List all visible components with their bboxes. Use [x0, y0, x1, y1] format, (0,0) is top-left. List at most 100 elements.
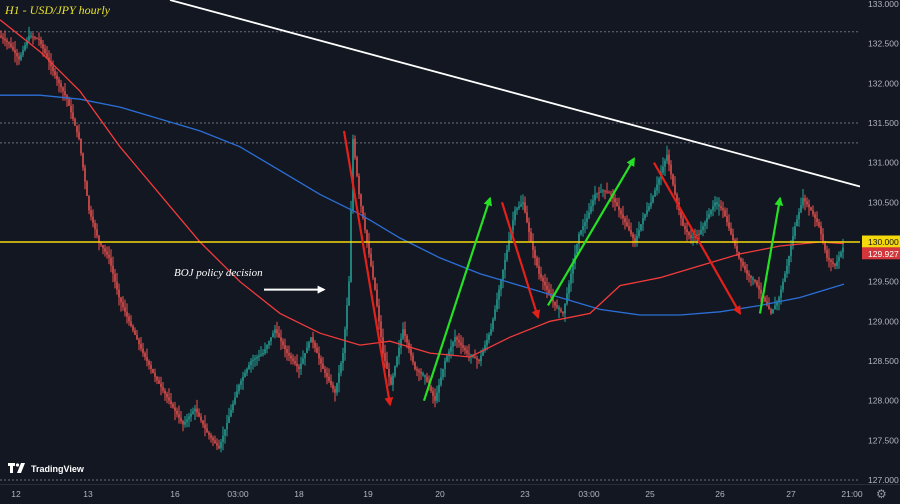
candle-body: [230, 410, 232, 417]
candle-body: [260, 354, 262, 356]
candle-body: [596, 193, 598, 195]
candle-body: [808, 204, 810, 208]
candle-body: [656, 184, 658, 191]
candle-body: [226, 422, 228, 430]
candle-body: [698, 234, 700, 236]
candle-body: [16, 53, 18, 57]
candle-body: [348, 281, 350, 306]
candle-body: [408, 342, 410, 350]
candle-body: [634, 238, 636, 242]
candle-body: [836, 261, 838, 266]
candle-body: [510, 230, 512, 241]
candle-body: [254, 358, 256, 360]
candle-body: [138, 339, 140, 345]
tradingview-logo-text: TradingView: [31, 463, 84, 474]
candle-body: [442, 368, 444, 377]
candle-body: [450, 346, 452, 352]
candle-body: [508, 240, 510, 250]
candle-body: [608, 192, 610, 194]
time-tick-label: 16: [170, 489, 180, 499]
move-up-arrow: [547, 157, 635, 307]
candle-body: [288, 353, 290, 356]
time-tick-label: 27: [786, 489, 796, 499]
candle-body: [134, 330, 136, 335]
candle-body: [414, 362, 416, 369]
candle-body: [816, 218, 818, 223]
candle-body: [824, 242, 826, 250]
candle-body: [742, 261, 744, 266]
candle-body: [280, 337, 282, 342]
candle-body: [352, 138, 354, 211]
candle-body: [212, 437, 214, 441]
candle-body: [32, 36, 34, 38]
candle-body: [494, 309, 496, 320]
candle-body: [268, 341, 270, 346]
candle-body: [132, 325, 134, 331]
candle-body: [688, 232, 690, 236]
time-tick-label: 25: [645, 489, 655, 499]
candle-body: [152, 368, 154, 373]
candle-body: [310, 337, 312, 343]
candle-body: [528, 222, 530, 233]
price-tick-label: 127.000: [868, 475, 899, 485]
candle-body: [774, 305, 776, 310]
candle-body: [738, 251, 740, 258]
candle-body: [586, 218, 588, 223]
gear-icon[interactable]: ⚙: [876, 487, 887, 501]
candle-body: [658, 178, 660, 185]
candle-body: [388, 368, 390, 377]
candle-body: [44, 48, 46, 54]
candle-body: [838, 256, 840, 262]
candle-body: [330, 380, 332, 385]
candle-body: [728, 222, 730, 229]
candle-body: [96, 229, 98, 236]
candle-body: [224, 429, 226, 436]
candle-body: [192, 411, 194, 414]
candle-body: [174, 407, 176, 411]
candle-body: [490, 329, 492, 335]
candle-body: [750, 275, 752, 278]
candle-body: [120, 297, 122, 303]
candle-body: [624, 218, 626, 223]
candle-body: [322, 363, 324, 369]
candle-body: [462, 345, 464, 348]
candle-body: [714, 202, 716, 207]
candle-body: [554, 301, 556, 306]
candle-body: [46, 53, 48, 58]
candle-body: [22, 49, 24, 55]
candle-body: [98, 235, 100, 242]
candle-body: [644, 214, 646, 219]
candle-body: [720, 206, 722, 209]
candle-body: [262, 353, 264, 355]
move-down-arrow: [500, 201, 541, 320]
candle-body: [818, 222, 820, 227]
tradingview-logo-icon: [8, 463, 25, 473]
candle-body: [744, 265, 746, 270]
candle-body: [0, 35, 2, 38]
candle-body: [104, 248, 106, 252]
candle-body: [576, 243, 578, 254]
time-tick-label: 21:00: [841, 489, 863, 499]
candle-body: [798, 212, 800, 220]
candle-body: [758, 285, 760, 290]
candle-body: [342, 353, 344, 363]
candle-body: [312, 337, 314, 343]
candle-body: [432, 391, 434, 396]
candle-body: [94, 222, 96, 230]
candle-body: [748, 273, 750, 276]
candle-body: [706, 218, 708, 223]
slow-moving-average-line: [0, 94, 845, 316]
candle-body: [794, 226, 796, 237]
candle-body: [804, 198, 806, 202]
candle-body: [632, 234, 634, 239]
candle-body: [70, 105, 72, 113]
candle-body: [430, 386, 432, 392]
candle-body: [456, 337, 458, 340]
candle-body: [810, 207, 812, 211]
candle-body: [702, 226, 704, 231]
candle-body: [338, 372, 340, 383]
candle-body: [676, 194, 678, 203]
candle-body: [760, 289, 762, 294]
